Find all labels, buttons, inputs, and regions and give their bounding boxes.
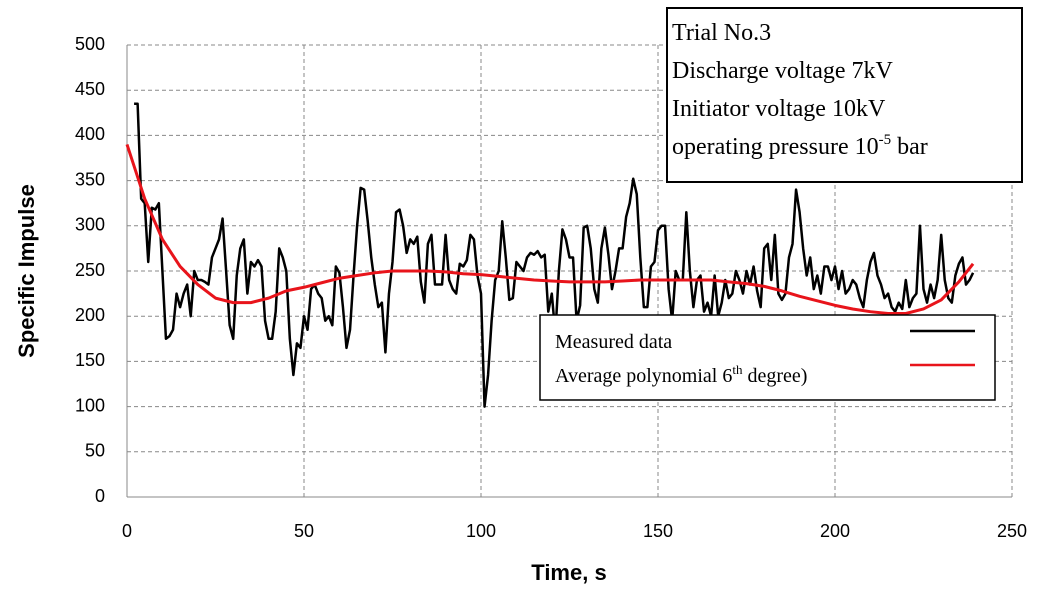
y-tick-label: 250 <box>75 260 105 280</box>
x-tick-label: 50 <box>294 521 314 541</box>
legend-label: Average polynomial 6th degree) <box>555 362 807 387</box>
annotation-text: Initiator voltage 10kV <box>672 96 886 122</box>
annotation-text: operating pressure 10 <box>672 134 879 160</box>
y-tick-label: 100 <box>75 395 105 415</box>
annotation-text: bar <box>891 134 928 160</box>
x-tick-label: 150 <box>643 521 673 541</box>
series-line <box>134 102 975 408</box>
y-axis-title: Specific Impulse <box>14 184 39 358</box>
y-tick-label: 50 <box>85 441 105 461</box>
annotation-line: Discharge voltage 7kV <box>672 58 893 84</box>
legend-text: Average polynomial 6 <box>555 365 732 387</box>
series-line <box>125 143 975 315</box>
annotation-box <box>666 7 1023 183</box>
y-tick-label: 150 <box>75 350 105 370</box>
annotation-text: Discharge voltage 7kV <box>672 58 893 84</box>
x-axis-title: Time, s <box>531 560 606 585</box>
legend-sup: th <box>732 362 743 377</box>
x-tick-label: 100 <box>466 521 496 541</box>
annotation-text: Trial No.3 <box>672 20 771 46</box>
y-tick-label: 200 <box>75 305 105 325</box>
x-tick-label: 250 <box>997 521 1027 541</box>
legend-box <box>539 314 996 401</box>
y-tick-label: 0 <box>95 486 105 506</box>
legend-text: Measured data <box>555 331 672 353</box>
x-tick-label: 200 <box>820 521 850 541</box>
annotation-line: Trial No.3 <box>672 20 771 46</box>
annotation-line: Initiator voltage 10kV <box>672 96 886 122</box>
y-tick-label: 500 <box>75 34 105 54</box>
annotation-line: operating pressure 10-5 bar <box>672 132 928 160</box>
y-tick-label: 400 <box>75 124 105 144</box>
legend-label: Measured data <box>555 331 672 353</box>
annotation-sup: -5 <box>879 132 892 148</box>
y-tick-label: 450 <box>75 79 105 99</box>
x-tick-label: 0 <box>122 521 132 541</box>
y-tick-label: 300 <box>75 215 105 235</box>
y-tick-label: 350 <box>75 169 105 189</box>
legend-text: degree) <box>742 365 807 387</box>
